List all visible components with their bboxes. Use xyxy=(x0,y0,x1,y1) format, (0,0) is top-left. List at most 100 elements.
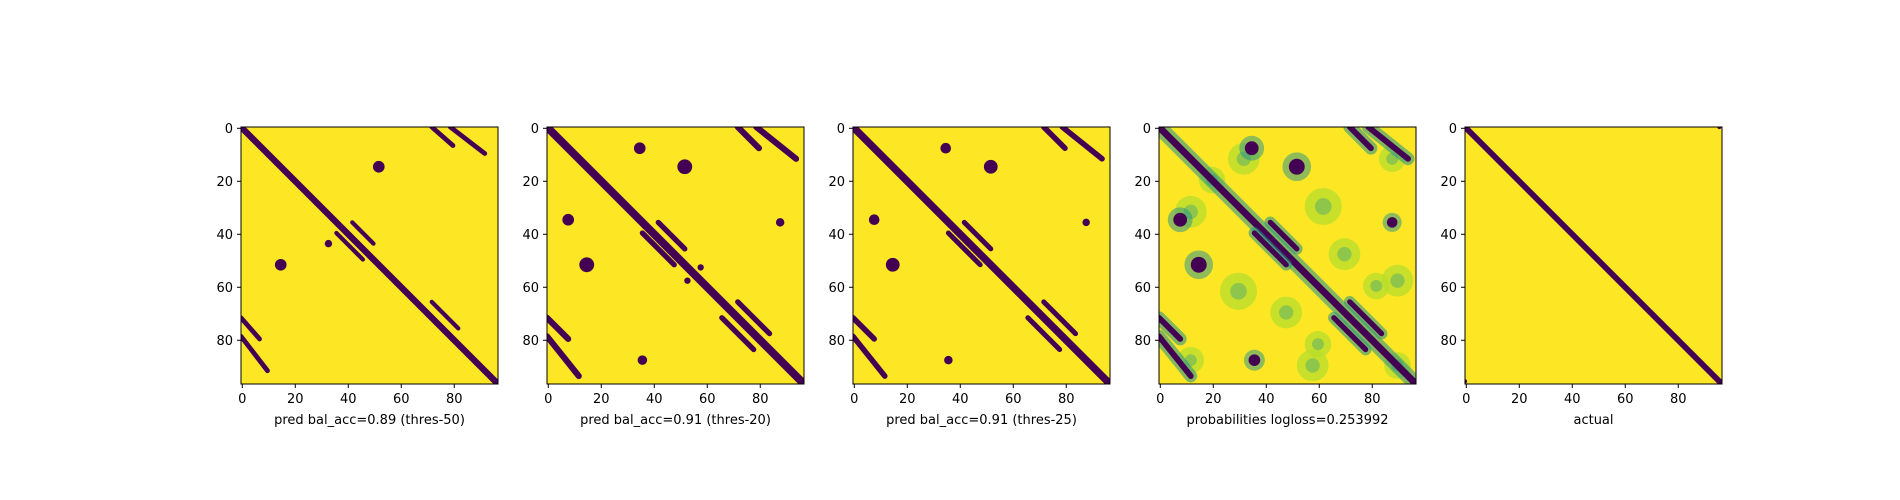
contact-band-6 xyxy=(961,219,994,252)
contact-band-7 xyxy=(429,299,461,331)
heatmap-haze-core-2 xyxy=(1314,198,1332,215)
y-tick-label: 60 xyxy=(1440,281,1457,296)
contact-band-0 xyxy=(241,127,498,384)
contact-blob-1 xyxy=(1190,256,1207,273)
contact-blob-4 xyxy=(1386,217,1398,228)
contact-band-6 xyxy=(1267,219,1300,252)
contact-band-1 xyxy=(1346,127,1374,152)
contact-band-5 xyxy=(1251,230,1289,268)
x-tick-label: 40 xyxy=(952,392,969,407)
x-tick-label: 20 xyxy=(1205,392,1222,407)
y-tick-label: 80 xyxy=(1134,334,1151,349)
contact-band-1 xyxy=(429,127,456,148)
heatmap-panel-1: 0 20 40 60 80 0 20 40 60 80 pred bal_acc=0.89 (thr… xyxy=(216,122,499,428)
heatmap-haze-13 xyxy=(1363,272,1390,300)
x-tick-label: 20 xyxy=(899,392,916,407)
heatmap-haze-core-4 xyxy=(1390,273,1405,288)
contact-band-2 xyxy=(447,127,488,156)
x-tick-label: 60 xyxy=(1617,392,1634,407)
contact-blob-2 xyxy=(1173,212,1188,227)
x-tick-label: 40 xyxy=(1564,392,1581,407)
y-tick-label: 0 xyxy=(1449,122,1457,137)
heatmap-haze-core-5 xyxy=(1305,358,1320,373)
heatmap-cells xyxy=(547,127,804,384)
contact-blob-1 xyxy=(1465,379,1468,384)
x-tick-label: 80 xyxy=(1058,392,1075,407)
y-tick-label: 80 xyxy=(522,334,539,349)
contact-band-3 xyxy=(1159,314,1184,342)
contact-band-0 xyxy=(1159,127,1416,384)
x-tick-label: 0 xyxy=(238,392,246,407)
contact-blob-3 xyxy=(940,142,952,154)
contact-band-2 xyxy=(753,127,800,162)
axes-frame xyxy=(240,126,499,385)
y-tick-label: 60 xyxy=(828,281,845,296)
contact-blob-0 xyxy=(983,159,998,174)
contact-band-4 xyxy=(547,333,582,380)
x-tick-label: 20 xyxy=(593,392,610,407)
y-tick-label: 20 xyxy=(1440,175,1457,190)
y-tick-label: 80 xyxy=(828,334,845,349)
contact-blob-0 xyxy=(372,160,385,173)
heatmap-haze-3 xyxy=(1219,272,1258,310)
contact-band-7 xyxy=(735,299,773,337)
contact-band-7 xyxy=(1347,299,1385,337)
contact-band-3 xyxy=(241,315,262,342)
contact-band-5 xyxy=(334,230,365,262)
x-tick-label: 20 xyxy=(1511,392,1528,407)
contact-band-5 xyxy=(945,230,983,268)
contact-band-8 xyxy=(719,315,757,353)
heatmap-haze-core-3 xyxy=(1230,282,1247,300)
contact-band-0 xyxy=(547,127,804,384)
y-tick-label: 0 xyxy=(531,122,539,137)
y-tick-label: 20 xyxy=(216,175,233,190)
heatmap-haze-12 xyxy=(1304,331,1332,358)
contact-blob-0 xyxy=(677,159,693,175)
heatmap-cells xyxy=(1465,127,1722,384)
contact-band-8 xyxy=(1025,315,1063,353)
x-tick-label: 40 xyxy=(646,392,663,407)
x-tick-label: 80 xyxy=(1364,392,1381,407)
contact-blob-1 xyxy=(885,257,900,272)
contact-band-4 xyxy=(241,333,270,374)
y-tick-label: 40 xyxy=(1134,228,1151,243)
x-tick-label: 60 xyxy=(1311,392,1328,407)
heatmap-haze-core-13 xyxy=(1370,280,1383,292)
heatmap-panel-4: 0 20 40 60 80 0 20 40 60 80 probabilities logloss=… xyxy=(1134,122,1417,428)
contact-band-8 xyxy=(1331,315,1369,353)
y-tick-label: 60 xyxy=(1134,281,1151,296)
y-tick-label: 80 xyxy=(216,334,233,349)
x-axis-label: pred bal_acc=0.91 (thres-25) xyxy=(886,413,1077,428)
contact-blob-2 xyxy=(562,213,575,226)
x-axis-label: pred bal_acc=0.91 (thres-20) xyxy=(580,413,771,428)
x-tick-label: 20 xyxy=(287,392,304,407)
heatmap-panel-3: 0 20 40 60 80 0 20 40 60 80 pred bal_acc=0.91 (thr… xyxy=(828,122,1111,428)
axes-frame xyxy=(546,126,805,385)
heatmap-panel-5: 0 20 40 60 80 0 20 40 60 80 actual xyxy=(1440,122,1723,428)
y-tick-label: 20 xyxy=(522,175,539,190)
y-tick-label: 40 xyxy=(1440,228,1457,243)
y-tick-label: 20 xyxy=(828,175,845,190)
contact-blob-1 xyxy=(274,258,287,271)
contact-blob-3 xyxy=(1244,141,1259,156)
x-tick-label: 0 xyxy=(1462,392,1470,407)
contact-blob-4 xyxy=(775,218,785,227)
contact-band-0 xyxy=(853,127,1110,384)
heatmap-haze-7 xyxy=(1328,238,1361,271)
heatmap-haze-5 xyxy=(1296,349,1329,382)
x-axis-label: pred bal_acc=0.89 (thres-50) xyxy=(274,413,465,428)
contact-band-0 xyxy=(1465,127,1722,384)
x-tick-label: 80 xyxy=(752,392,769,407)
contact-blob-0 xyxy=(1717,127,1722,130)
y-tick-label: 60 xyxy=(522,281,539,296)
heatmap-haze-4 xyxy=(1381,264,1414,297)
contact-band-4 xyxy=(1159,333,1194,379)
x-tick-label: 60 xyxy=(1005,392,1022,407)
axes-frame xyxy=(852,126,1111,385)
contact-blob-6 xyxy=(697,264,704,271)
x-axis-label: probabilities logloss=0.253992 xyxy=(1186,413,1388,428)
contact-band-6 xyxy=(350,220,376,246)
heatmap-cells xyxy=(1159,127,1416,384)
contact-band-1 xyxy=(1040,127,1068,151)
